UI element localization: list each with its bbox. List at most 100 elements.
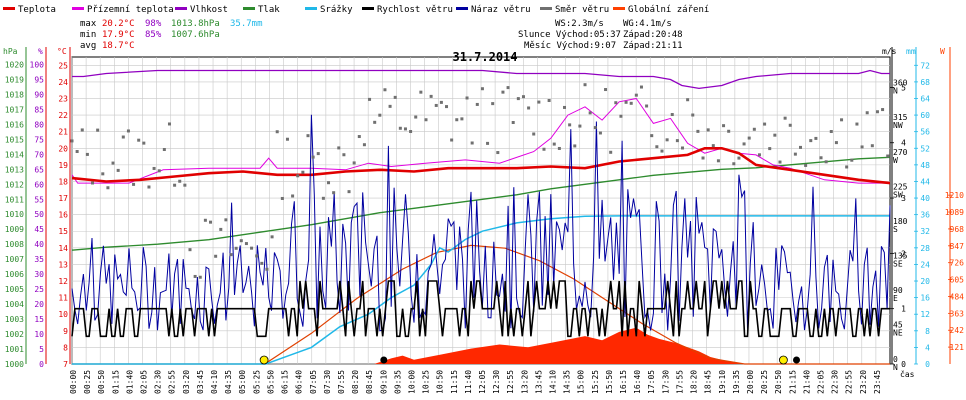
wind-dir-dot xyxy=(311,155,315,159)
tick-dir-2: 90 xyxy=(893,286,903,295)
wind-dir-dot xyxy=(598,131,602,135)
legend-swatch-8 xyxy=(613,7,625,10)
tick-pct-20: 100 xyxy=(30,60,45,69)
x-tick-43: 17:55 xyxy=(675,370,684,394)
wind-dir-dot xyxy=(403,127,407,131)
x-tick-22: 09:10 xyxy=(379,370,388,394)
wind-dir-dot xyxy=(614,101,618,105)
axis-unit-ms: m/s xyxy=(882,47,897,56)
x-tick-37: 15:25 xyxy=(591,370,600,394)
wind-dir-dot xyxy=(757,153,761,157)
wind-dir-dot xyxy=(583,83,587,87)
x-tick-33: 13:45 xyxy=(534,370,543,394)
tick-temp-2: 9 xyxy=(63,327,68,336)
tick-dir-7: 315 xyxy=(893,113,908,122)
wind-dir-dot xyxy=(516,97,520,101)
wind-dir-dot xyxy=(214,254,218,258)
x-tick-45: 18:45 xyxy=(704,370,713,394)
wind-dir-dot xyxy=(301,170,305,174)
wind-dir-dot xyxy=(563,105,567,109)
wind-dir-dot xyxy=(250,246,254,250)
wind-dir-dot xyxy=(773,133,777,137)
tick-mm-9: 36 xyxy=(920,211,930,220)
radiation-line xyxy=(72,244,890,365)
x-tick-16: 06:40 xyxy=(295,370,304,394)
wind-dir-dot xyxy=(870,144,874,148)
wind-dir-dot xyxy=(665,138,669,142)
stat-wg: WG:4.1m/s xyxy=(623,19,672,29)
x-tick-39: 16:15 xyxy=(619,370,628,394)
wind-dir-dot xyxy=(398,126,402,130)
tick-mm-13: 52 xyxy=(920,144,930,153)
x-tick-53: 22:05 xyxy=(816,370,825,394)
wind-dir-dot xyxy=(368,97,372,101)
wind-dir-dot xyxy=(824,160,828,164)
legend-swatch-3 xyxy=(243,7,255,10)
tick-dir-5: 225 xyxy=(893,182,908,191)
wind-dir-dot xyxy=(845,165,849,169)
wind-dir-dot xyxy=(609,150,613,154)
wind-dir-dot xyxy=(799,145,803,149)
wind-dir-dot xyxy=(137,138,141,142)
wind-dir-dot xyxy=(634,93,638,97)
tick-dir-label-3: SE xyxy=(893,259,903,268)
wind-dir-dot xyxy=(716,159,720,163)
tick-temp-1: 8 xyxy=(63,343,68,352)
stat-max-temp: 20.2°C xyxy=(102,19,135,29)
stat-min-label: min xyxy=(80,30,96,40)
wind-dir-dot xyxy=(188,248,192,252)
x-tick-29: 12:05 xyxy=(478,370,487,394)
tick-wm2-0: 121 xyxy=(950,343,965,352)
tick-dir-label-5: SW xyxy=(893,190,903,199)
wind-dir-dot xyxy=(260,261,264,265)
legend-swatch-2 xyxy=(175,7,187,10)
tick-temp-3: 10 xyxy=(58,310,68,319)
stat-sunrise: Slunce Východ:05:37 xyxy=(518,30,621,40)
wind-dir-dot xyxy=(763,122,767,126)
x-axis-label: čas xyxy=(900,369,915,379)
wind-dir-dot xyxy=(460,117,464,121)
wind-dir-dot xyxy=(455,118,459,122)
wind-dir-dot xyxy=(255,254,259,258)
tick-temp-8: 15 xyxy=(58,227,68,236)
tick-dir-label-4: S xyxy=(893,225,898,234)
wind-dir-dot xyxy=(450,138,454,142)
wind-dir-dot xyxy=(275,130,279,134)
tick-ms-5: 5 xyxy=(901,83,906,92)
tick-wm2-3: 484 xyxy=(950,292,965,301)
tick-pct-18: 90 xyxy=(34,90,44,99)
wind-dir-dot xyxy=(511,121,515,125)
x-tick-47: 19:35 xyxy=(732,370,741,394)
wind-dir-dot xyxy=(588,111,592,115)
wind-dir-dot xyxy=(886,154,890,158)
x-tick-35: 14:35 xyxy=(563,370,572,394)
tick-hpa-0: 1000 xyxy=(5,360,24,369)
wind-dir-dot xyxy=(829,130,833,134)
tick-pct-9: 45 xyxy=(34,225,44,234)
tick-mm-15: 60 xyxy=(920,111,930,120)
wind-dir-dot xyxy=(183,183,187,187)
tick-temp-7: 14 xyxy=(58,244,68,253)
tick-pct-6: 30 xyxy=(34,270,44,279)
x-tick-51: 21:15 xyxy=(788,370,797,394)
wind-dir-dot xyxy=(639,85,643,89)
wind-dir-dot xyxy=(270,235,274,239)
legend-label-3: Tlak xyxy=(258,5,280,15)
wind-dir-dot xyxy=(142,141,146,145)
wind-dir-dot xyxy=(593,126,597,130)
tick-mm-4: 16 xyxy=(920,294,930,303)
legend-swatch-7 xyxy=(540,7,552,10)
legend-label-1: Přízemní teplota xyxy=(87,5,174,15)
tick-temp-11: 18 xyxy=(58,177,68,186)
x-tick-1: 00:25 xyxy=(83,370,92,394)
tick-pct-0: 0 xyxy=(39,360,44,369)
tick-pct-7: 35 xyxy=(34,255,44,264)
wind-dir-dot xyxy=(840,118,844,122)
wind-dir-dot xyxy=(475,102,479,106)
wind-dir-dot xyxy=(552,142,556,146)
wind-dir-dot xyxy=(696,129,700,133)
x-tick-10: 04:10 xyxy=(210,370,219,394)
wind-dir-dot xyxy=(819,156,823,160)
x-tick-31: 12:55 xyxy=(506,370,515,394)
